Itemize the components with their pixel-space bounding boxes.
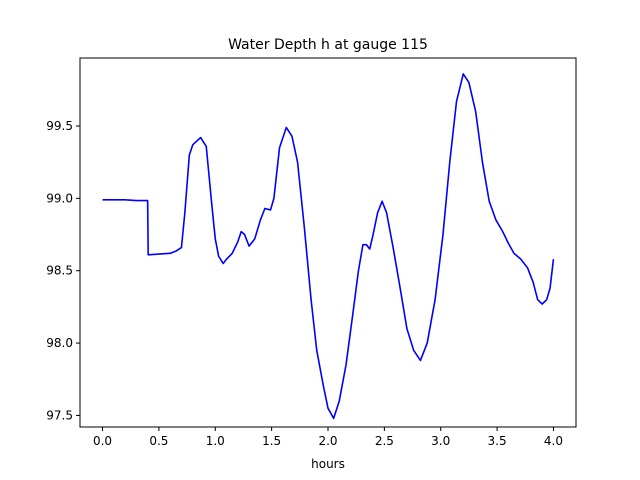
x-tick-label: 4.0 [544, 434, 563, 448]
x-axis-label: hours [311, 457, 345, 471]
y-tick-label: 99.0 [46, 191, 73, 205]
y-tick-label: 99.5 [46, 119, 73, 133]
x-tick-label: 0.5 [149, 434, 168, 448]
x-tick-label: 0.0 [93, 434, 112, 448]
x-tick-label: 3.5 [488, 434, 507, 448]
x-tick-label: 2.5 [375, 434, 394, 448]
x-tick-label: 2.0 [318, 434, 337, 448]
y-tick-label: 97.5 [46, 408, 73, 422]
plot-area [102, 73, 555, 420]
x-tick-label: 1.0 [206, 434, 225, 448]
y-axis: 97.5 98.0 98.5 99.0 99.5 [46, 119, 80, 422]
y-tick-label: 98.5 [46, 264, 73, 278]
chart-title: Water Depth h at gauge 115 [228, 37, 428, 53]
y-tick-label: 98.0 [46, 336, 73, 350]
x-axis: 0.0 0.5 1.0 1.5 2.0 2.5 3.0 3.5 4.0 [93, 427, 563, 448]
x-tick-label: 1.5 [262, 434, 281, 448]
x-tick-label: 3.0 [431, 434, 450, 448]
series-line-0 [102, 73, 555, 420]
